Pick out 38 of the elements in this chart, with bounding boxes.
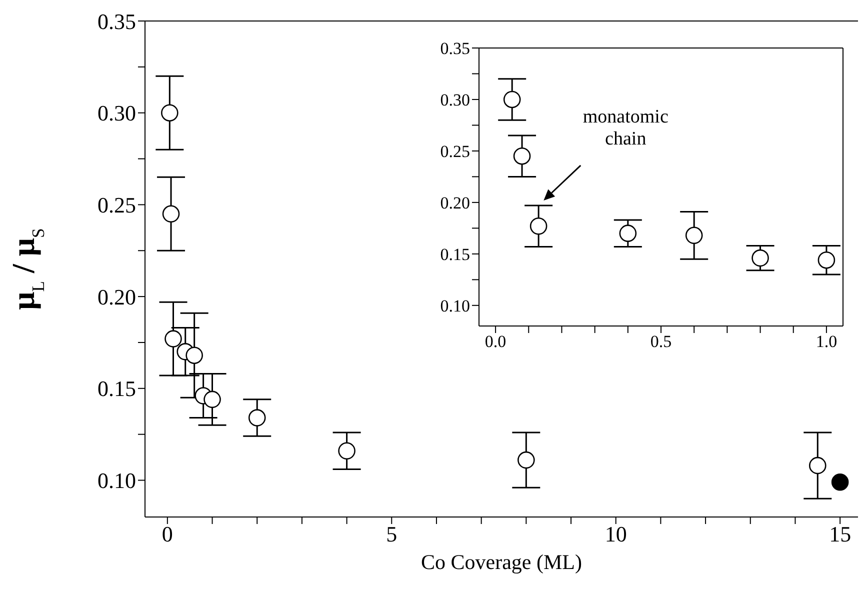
x-axis-title: Co Coverage (ML) <box>421 550 582 574</box>
y-tick-label: 0.15 <box>440 244 470 264</box>
point <box>818 251 836 269</box>
point <box>164 330 182 348</box>
x-tick-label: 0.0 <box>484 332 506 352</box>
y-tick-label: 0.30 <box>98 100 136 126</box>
point <box>248 409 266 426</box>
y-tick-label: 0.10 <box>440 296 470 316</box>
point <box>808 456 826 474</box>
y-tick-label: 0.15 <box>98 376 136 402</box>
y-tick-label: 0.20 <box>440 193 470 212</box>
point <box>685 226 703 244</box>
x-tick-label: 1.0 <box>816 332 838 352</box>
point <box>161 104 178 122</box>
point <box>831 473 849 491</box>
point <box>513 147 531 165</box>
x-tick-label: 15 <box>829 522 852 547</box>
x-tick-label: 0.5 <box>650 332 672 352</box>
x-tick-label: 10 <box>604 522 627 547</box>
point <box>162 205 180 223</box>
point <box>503 90 521 108</box>
annotation: monatomic chain <box>582 106 668 150</box>
point <box>619 224 637 242</box>
y-tick-label: 0.20 <box>98 284 136 310</box>
y-tick-label: 0.35 <box>98 8 136 34</box>
point <box>338 442 356 460</box>
point <box>186 346 203 364</box>
y-tick-label: 0.25 <box>440 142 470 161</box>
x-tick-label: 5 <box>386 522 398 547</box>
y-tick-label: 0.10 <box>98 468 136 494</box>
point <box>530 217 548 235</box>
x-tick-label: 0 <box>162 522 173 547</box>
y-tick-label: 0.30 <box>440 90 470 110</box>
point <box>518 451 535 469</box>
y-tick-label: 0.25 <box>98 192 136 218</box>
point <box>204 390 221 408</box>
point <box>752 249 769 267</box>
y-tick-label: 0.35 <box>440 39 470 58</box>
